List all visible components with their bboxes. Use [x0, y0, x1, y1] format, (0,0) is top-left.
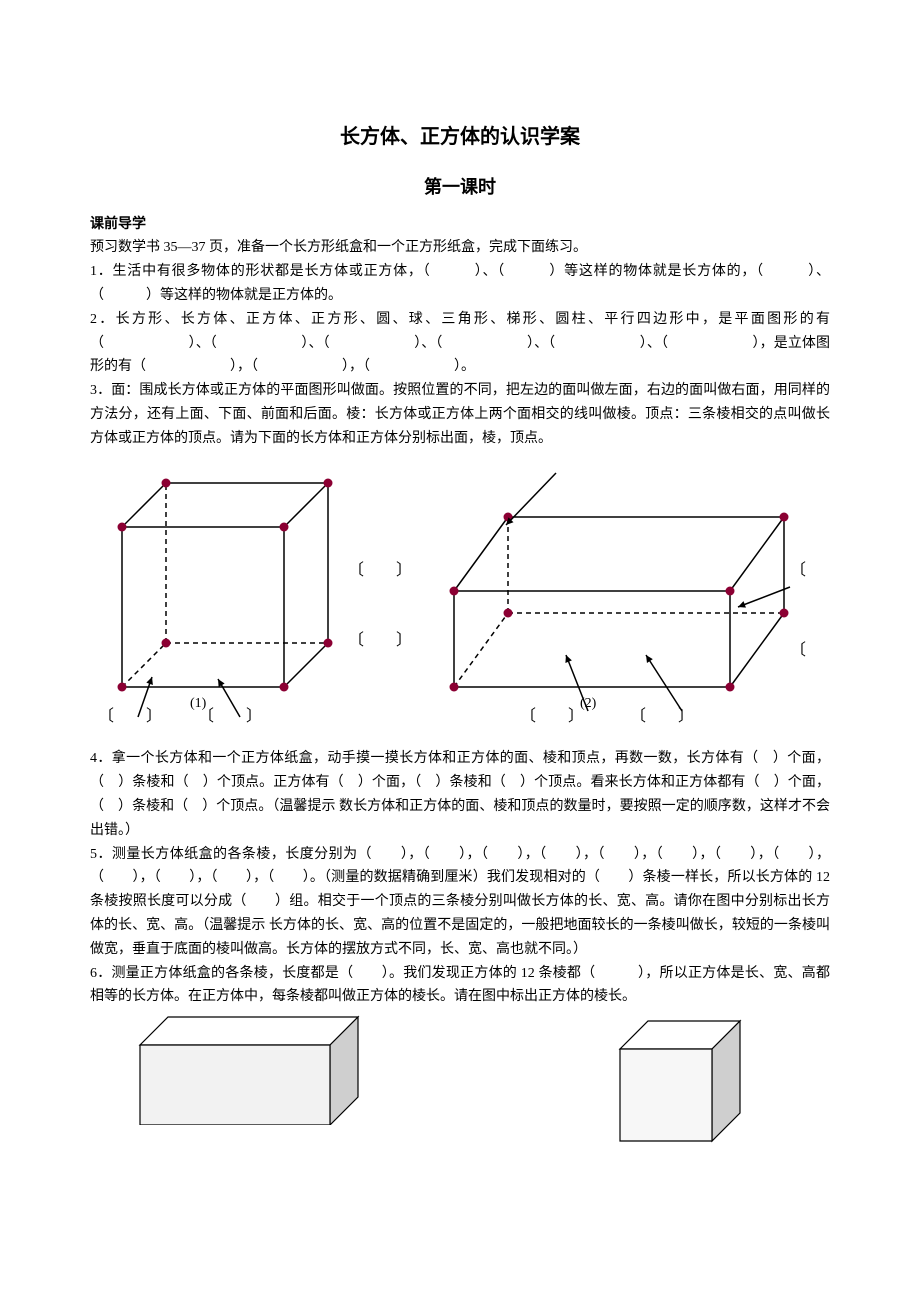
question-6: 6．测量正方体纸盒的各条棱，长度都是（ ）。我们发现正方体的 12 条棱都（ ）…: [90, 962, 830, 1010]
question-5: 5．测量长方体纸盒的各条棱，长度分别为（ ），（ ），（ ），（ ），（ ），（…: [90, 843, 830, 962]
svg-text:〔 〕: 〔 〕: [198, 707, 262, 725]
worksheet-page: 长方体、正方体的认识学案 第一课时 课前导学 预习数学书 35—37 页，准备一…: [0, 0, 920, 1302]
cuboid-icon: [130, 1015, 360, 1125]
lesson-subtitle: 第一课时: [90, 172, 830, 203]
svg-text:〔 〕: 〔 〕: [630, 707, 694, 725]
svg-text:〔 〕: 〔 〕: [520, 707, 584, 725]
svg-text:〔 〕: 〔 〕: [790, 561, 830, 579]
svg-text:〔 〕: 〔 〕: [98, 707, 162, 725]
geometry-diagram: (1)〔 〕〔 〕〔 〕〔 〕(2)〔 〕〔 〕〔 〕〔 〕: [90, 455, 830, 744]
intro-text: 预习数学书 35—37 页，准备一个长方形纸盒和一个正方形纸盒，完成下面练习。: [90, 236, 830, 260]
question-1: 1．生活中有很多物体的形状都是长方体或正方体，（ ）、（ ）等这样的物体就是长方…: [90, 260, 830, 308]
page-title: 长方体、正方体的认识学案: [90, 120, 830, 154]
section-heading: 课前导学: [90, 213, 830, 237]
bottom-shapes-row: [130, 1015, 750, 1145]
question-3: 3．面：围成长方体或正方体的平面图形叫做面。按照位置的不同，把左边的面叫做左面，…: [90, 379, 830, 450]
svg-text:〔 〕: 〔 〕: [348, 631, 412, 649]
cube-icon: [610, 1015, 750, 1145]
question-4: 4．拿一个长方体和一个正方体纸盒，动手摸一摸长方体和正方体的面、棱和顶点，再数一…: [90, 747, 830, 842]
svg-text:〔 〕: 〔 〕: [348, 561, 412, 579]
question-2: 2．长方形、长方体、正方体、正方形、圆、球、三角形、梯形、圆柱、平行四边形中，是…: [90, 308, 830, 379]
svg-text:〔 〕: 〔 〕: [790, 641, 830, 659]
